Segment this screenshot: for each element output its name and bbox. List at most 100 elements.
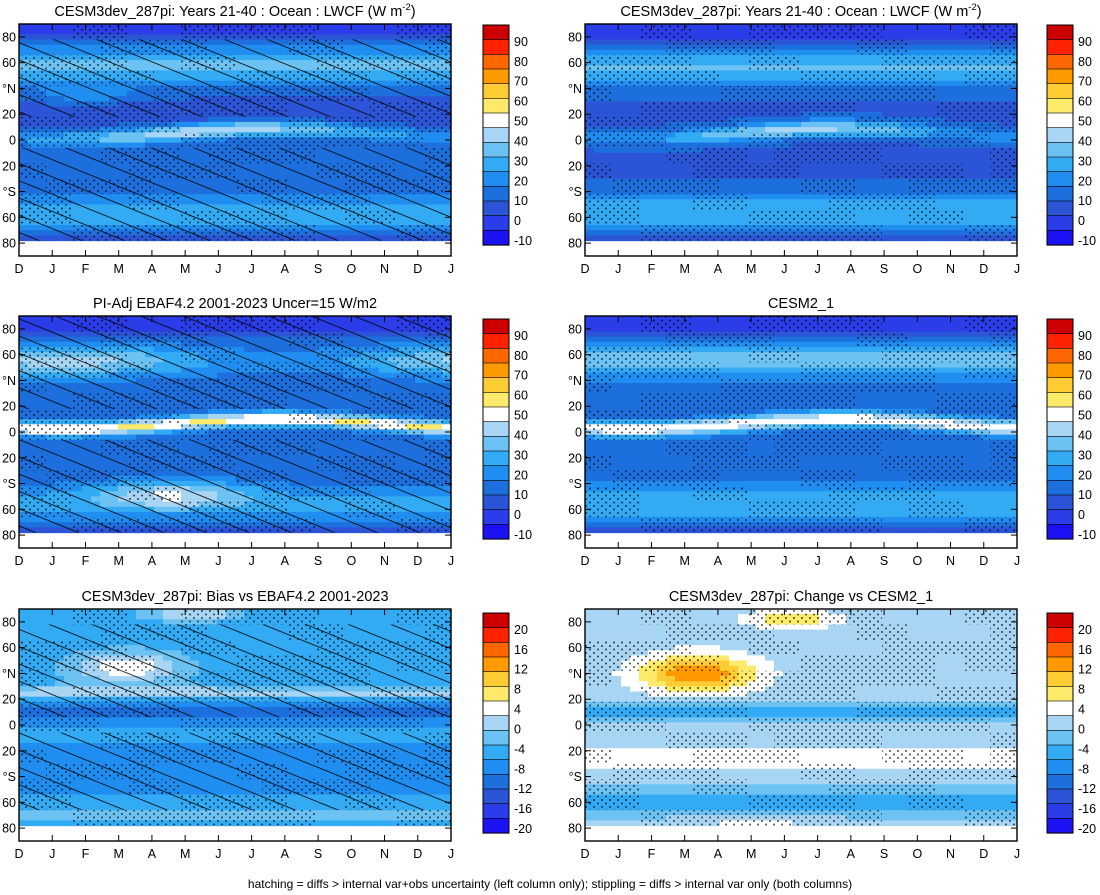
field-cell: [954, 194, 964, 200]
field-cell: [810, 194, 820, 200]
field-cell: [990, 137, 1000, 144]
field-cell: [927, 230, 937, 236]
stipple-region: [397, 24, 424, 40]
field-cell: [963, 91, 973, 97]
x-tick-label: J: [448, 262, 454, 276]
field-cell: [729, 183, 739, 190]
field-cell: [594, 147, 604, 154]
field-cell: [621, 34, 631, 41]
hatch-region: [181, 101, 235, 117]
field-cell: [630, 49, 640, 56]
field-cell: [738, 178, 748, 185]
stipple-region: [801, 147, 828, 164]
field-cell: [945, 44, 955, 51]
field-cell: [972, 204, 982, 211]
field-cell: [774, 39, 784, 46]
field-cell: [603, 178, 613, 185]
field-cell: [720, 142, 730, 149]
field-cell: [433, 137, 443, 144]
field-cell: [882, 235, 892, 242]
hatch-region: [289, 54, 343, 71]
field-cell: [918, 101, 928, 108]
field-cell: [990, 219, 1000, 226]
field-cell: [783, 80, 793, 87]
colorbar-frame: [482, 24, 510, 246]
field-cell: [945, 91, 955, 97]
stipple-region: [855, 132, 882, 148]
field-cell: [675, 96, 685, 102]
field-cell: [648, 158, 658, 164]
stipple-region: [208, 24, 235, 40]
hatch-region: [397, 39, 451, 55]
field-cell: [639, 204, 649, 211]
stipple-region: [693, 225, 720, 241]
field-cell: [846, 44, 856, 51]
field-cell: [630, 111, 640, 118]
field-cell: [846, 127, 856, 133]
field-cell: [603, 44, 613, 51]
field-cell: [621, 168, 631, 175]
field-cell: [909, 111, 919, 118]
field-cell: [702, 132, 712, 139]
field-cell: [918, 29, 928, 35]
field-cell: [1008, 204, 1018, 211]
field-cell: [747, 188, 757, 195]
field-cell: [1008, 142, 1018, 149]
field-cell: [954, 204, 964, 211]
field-cell: [936, 152, 946, 159]
field-cell: [774, 116, 784, 123]
field-cell: [639, 44, 649, 51]
field-cell: [612, 29, 622, 35]
field-cell: [217, 116, 227, 123]
field-cell: [774, 204, 784, 211]
field-cell: [594, 158, 604, 164]
hatch-region: [19, 101, 73, 117]
field-cell: [999, 96, 1009, 102]
stipple-region: [693, 163, 720, 179]
field-cell: [936, 199, 946, 206]
field-cell: [729, 75, 739, 82]
field-cell: [729, 132, 739, 139]
field-cell: [891, 34, 901, 41]
field-cell: [954, 158, 964, 164]
field-cell: [963, 96, 973, 102]
field-cell: [334, 24, 344, 30]
field-cell: [927, 29, 937, 35]
y-tick-label: 20: [568, 159, 582, 173]
field-cell: [891, 111, 901, 118]
hatch-region: [19, 70, 73, 86]
colorbar-segment: [482, 200, 510, 217]
stipple-region: [747, 85, 774, 102]
y-tick-label: °N: [2, 82, 16, 96]
field-cell: [882, 214, 892, 221]
field-cell: [55, 34, 65, 41]
field-cell: [927, 235, 937, 242]
field-cell: [801, 204, 811, 211]
field-cell: [720, 214, 730, 221]
field-cell: [280, 121, 290, 128]
colorbar-label: 30: [514, 154, 528, 168]
stipple-region: [612, 194, 639, 210]
field-cell: [630, 91, 640, 97]
hatch-region: [181, 54, 235, 71]
hatch-region: [235, 70, 289, 86]
field-cell: [846, 60, 856, 66]
field-cell: [433, 142, 443, 149]
field-cell: [828, 65, 838, 71]
field-cell: [657, 199, 667, 206]
stipple-region: [963, 101, 990, 117]
field-cell: [603, 111, 613, 118]
field-cell: [783, 70, 793, 77]
hatch-region: [289, 209, 343, 226]
field-cell: [963, 152, 973, 159]
hatch-region: [127, 225, 181, 241]
hatch-region: [397, 163, 451, 179]
field-cell: [783, 194, 793, 200]
field-cell: [873, 106, 883, 113]
field-cell: [684, 204, 694, 211]
field-cell: [639, 173, 649, 180]
field-cell: [720, 80, 730, 87]
colorbar-segment: [482, 83, 510, 99]
stipple-region: [909, 85, 936, 102]
field-cell: [945, 96, 955, 102]
